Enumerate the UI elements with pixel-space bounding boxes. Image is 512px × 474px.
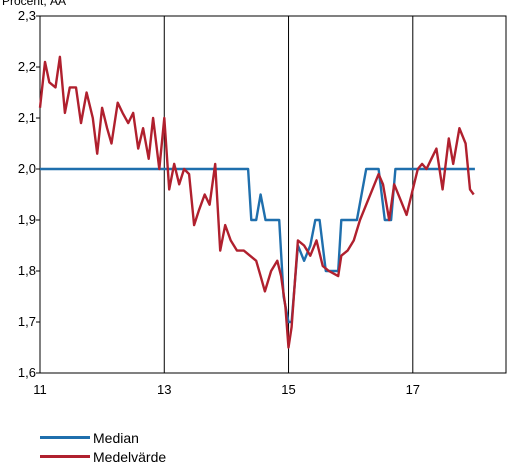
legend-item-median: Median	[40, 428, 166, 447]
y-tick-label: 2,3	[18, 8, 36, 23]
y-tick-label: 2,2	[18, 59, 36, 74]
series-line-median	[40, 167, 475, 324]
legend-swatch-median	[40, 436, 90, 439]
x-tick-label: 11	[33, 382, 47, 397]
legend-item-medelvarde: Medelvärde	[40, 447, 166, 466]
legend: Median Medelvärde	[40, 428, 166, 466]
legend-label-median: Median	[93, 429, 139, 446]
y-tick-label: 2,1	[18, 110, 36, 125]
y-tick-label: 1,6	[18, 365, 36, 380]
y-tick-label: 2,0	[18, 161, 36, 176]
legend-label-medelvarde: Medelvärde	[93, 448, 167, 465]
x-tick-label: 15	[281, 382, 295, 397]
legend-swatch-medelvarde	[40, 455, 90, 458]
x-tick-label: 17	[406, 382, 420, 397]
y-tick-label: 1,8	[18, 263, 36, 278]
y-tick-label: 1,7	[18, 314, 36, 329]
x-tick-label: 13	[157, 382, 171, 397]
series-line-medelvarde	[38, 55, 475, 349]
y-axis-label: Procent, ÅÅ	[2, 0, 67, 8]
y-tick-label: 1,9	[18, 212, 36, 227]
plot-frame	[39, 15, 507, 374]
